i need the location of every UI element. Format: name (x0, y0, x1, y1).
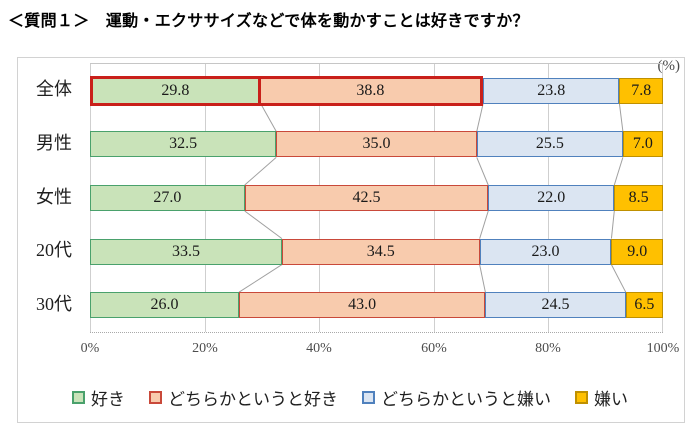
segment-value: 34.5 (366, 242, 395, 260)
segment-value: 33.5 (171, 242, 200, 260)
bar-segment-男性-嫌い: 7.0 (622, 131, 663, 158)
x-tick-100: 100% (646, 341, 680, 356)
legend-swatch-like-icon (72, 391, 85, 404)
segment-value: 26.0 (150, 296, 179, 314)
legend-item-like: 好き (72, 385, 125, 410)
category-label-male: 男性 (36, 133, 72, 153)
page-title: ＜質問１＞ 運動・エクササイズなどで体を動かすことは好きですか？ (8, 13, 529, 30)
unit-label: (%) (657, 58, 681, 74)
segment-value: 7.8 (631, 81, 652, 99)
segment-value: 6.5 (634, 296, 655, 314)
x-tick-60: 60% (421, 341, 447, 356)
bar-segment-女性-どちらかというと好き: 42.5 (244, 185, 489, 211)
bar-segment-男性-どちらかというと好き: 35.0 (276, 131, 477, 158)
plot-area: 29.8 38.8 23.8 7.8 32.5 35.0 25.5 7.0 27.0 42.5 22… (90, 63, 663, 333)
bar-segment-女性-好き: 27.0 (90, 185, 245, 211)
legend-label: どちらかというと好き (168, 390, 338, 409)
legend-swatch-somewhat-dislike-icon (362, 391, 375, 404)
legend-item-dislike: 嫌い (575, 385, 628, 410)
segment-value: 32.5 (169, 135, 198, 153)
segment-value: 24.5 (541, 296, 570, 314)
legend-swatch-dislike-icon (575, 391, 588, 404)
x-tick-40: 40% (306, 341, 332, 356)
bar-segment-20代-どちらかというと好き: 34.5 (281, 238, 480, 265)
x-tick-80: 80% (535, 341, 561, 356)
segment-value: 22.0 (537, 189, 566, 206)
legend-label: 嫌い (594, 390, 628, 409)
legend-swatch-somewhat-like-icon (149, 391, 162, 404)
segment-value: 8.5 (628, 189, 649, 206)
segment-value: 9.0 (627, 242, 648, 260)
segment-value: 25.5 (535, 135, 564, 153)
category-label-20s: 20代 (36, 240, 72, 260)
segment-value: 35.0 (362, 135, 391, 153)
legend-item-somewhat-like: どちらかというと好き (149, 385, 338, 410)
segment-value: 7.0 (632, 135, 653, 153)
bar-segment-女性-どちらかというと嫌い: 22.0 (488, 185, 615, 211)
bar-segment-全体-嫌い: 7.8 (619, 77, 663, 104)
segment-value: 38.8 (356, 81, 385, 99)
bar-segment-男性-好き: 32.5 (90, 131, 277, 158)
bar-segment-20代-どちらかというと嫌い: 23.0 (479, 238, 612, 265)
x-tick-0: 0% (80, 341, 100, 356)
segment-value: 27.0 (153, 189, 182, 206)
bar-segment-20代-好き: 33.5 (90, 238, 282, 265)
bar-segment-30代-好き: 26.0 (90, 292, 239, 319)
legend-label: 好き (91, 390, 125, 409)
bar-segment-男性-どちらかというと嫌い: 25.5 (476, 131, 623, 158)
segment-value: 42.5 (352, 189, 381, 206)
bar-segment-女性-嫌い: 8.5 (614, 185, 663, 211)
category-label-overall: 全体 (36, 79, 72, 99)
segment-value: 23.8 (537, 81, 566, 99)
segment-value: 43.0 (348, 296, 377, 314)
bar-segment-全体-好き: 29.8 (90, 75, 261, 106)
segment-value: 23.0 (531, 242, 560, 260)
bar-segment-20代-嫌い: 9.0 (611, 238, 663, 265)
bar-segment-全体-どちらかというと嫌い: 23.8 (483, 77, 620, 104)
category-label-30s: 30代 (36, 294, 72, 314)
legend: 好き どちらかというと好き どちらかというと嫌い 嫌い (17, 385, 683, 410)
x-tick-20: 20% (192, 341, 218, 356)
segment-value: 29.8 (161, 81, 190, 99)
legend-item-somewhat-dislike: どちらかというと嫌い (362, 385, 551, 410)
bar-segment-30代-どちらかというと好き: 43.0 (238, 292, 486, 319)
legend-label: どちらかというと嫌い (381, 390, 551, 409)
bar-segment-30代-嫌い: 6.5 (625, 292, 663, 319)
bar-segment-30代-どちらかというと嫌い: 24.5 (485, 292, 626, 319)
bar-segment-全体-どちらかというと好き: 38.8 (260, 75, 484, 106)
category-label-female: 女性 (36, 187, 72, 207)
